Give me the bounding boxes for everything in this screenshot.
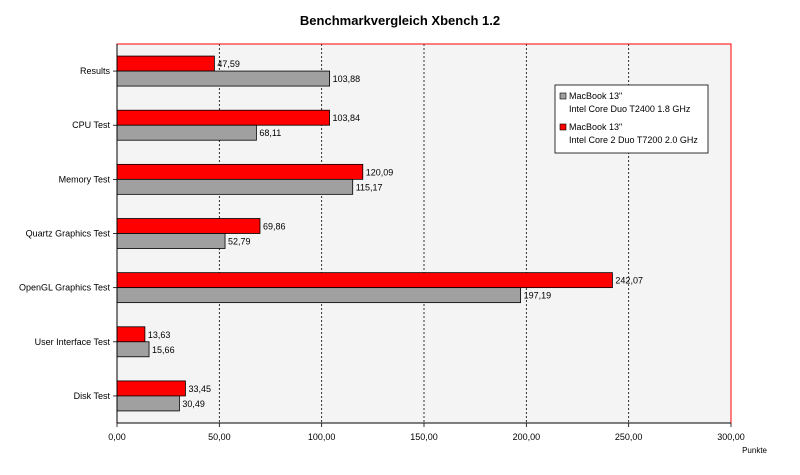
category-label: Quartz Graphics Test — [26, 229, 111, 239]
data-label: 115,17 — [356, 182, 383, 192]
data-label: 103,88 — [333, 74, 361, 84]
bar — [116, 218, 261, 234]
bar — [116, 55, 215, 72]
bar — [116, 326, 146, 343]
data-label: 242,07 — [615, 276, 643, 286]
legend-swatch — [559, 123, 567, 131]
data-label: 52,79 — [228, 237, 251, 247]
legend — [554, 84, 709, 154]
bar — [116, 178, 354, 195]
data-label: 30,49 — [182, 399, 205, 409]
legend-swatch — [559, 92, 567, 100]
bar — [116, 70, 331, 87]
x-tick-label: 300,00 — [717, 432, 745, 442]
category-label: Memory Test — [59, 174, 111, 184]
bar — [116, 395, 180, 412]
bar — [116, 124, 257, 141]
x-tick-label: 250,00 — [615, 432, 643, 442]
x-tick-label: 150,00 — [410, 432, 438, 442]
data-label: 13,63 — [148, 330, 171, 340]
data-label: 15,66 — [152, 345, 175, 355]
bar — [116, 341, 150, 358]
data-label: 103,84 — [333, 113, 361, 123]
x-tick-label: 0,00 — [108, 432, 126, 442]
data-label: 33,45 — [188, 384, 211, 394]
x-tick-label: 200,00 — [513, 432, 541, 442]
category-label: OpenGL Graphics Test — [19, 283, 111, 293]
chart-title: Benchmarkvergleich Xbench 1.2 — [300, 13, 500, 28]
bar — [116, 163, 364, 180]
x-tick-label: 100,00 — [308, 432, 336, 442]
bar — [116, 380, 186, 397]
category-label: CPU Test — [72, 120, 110, 130]
data-label: 69,86 — [263, 222, 286, 232]
data-label: 47,59 — [217, 59, 240, 69]
x-tick-label: 50,00 — [208, 432, 231, 442]
bar — [116, 272, 613, 289]
legend-label: Intel Core Duo T2400 1.8 GHz — [569, 104, 691, 114]
category-label: Results — [80, 66, 111, 76]
bar — [116, 287, 521, 304]
category-label: Disk Test — [74, 391, 111, 401]
legend-label: MacBook 13" — [569, 91, 622, 101]
legend-label: Intel Core 2 Duo T7200 2.0 GHz — [569, 135, 698, 145]
bar — [116, 233, 226, 249]
data-label: 120,09 — [366, 167, 394, 177]
bar — [116, 109, 330, 126]
category-label: User Interface Test — [35, 337, 111, 347]
data-label: 68,11 — [259, 128, 281, 138]
legend-label: MacBook 13" — [569, 122, 622, 132]
data-label: 197,19 — [524, 291, 552, 301]
x-axis-label: Punkte — [742, 446, 767, 455]
